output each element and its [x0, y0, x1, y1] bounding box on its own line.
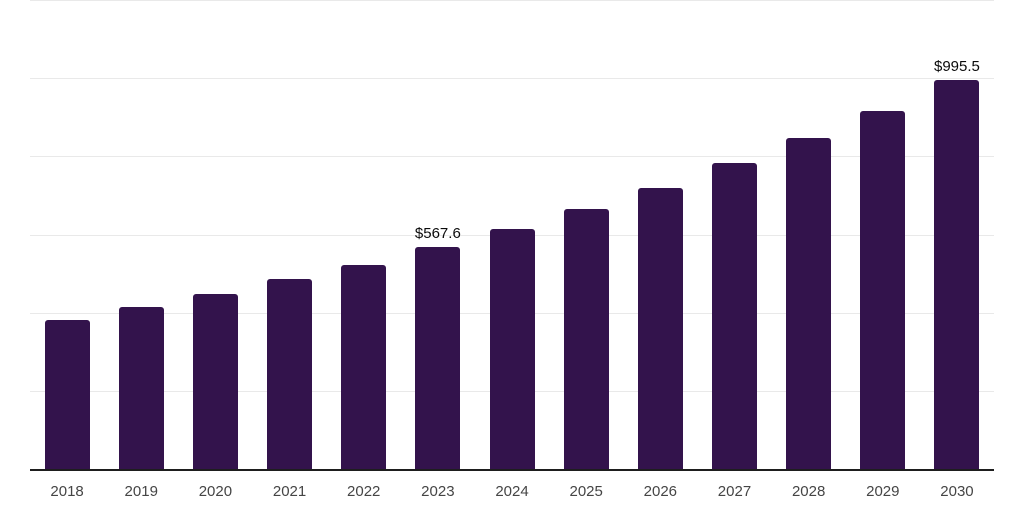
- bar-value-label: $567.6: [414, 225, 461, 243]
- x-axis-label: 2027: [717, 483, 752, 500]
- x-axis-label: 2018: [50, 483, 84, 500]
- bars-row: $567.6 $995.5: [30, 0, 994, 469]
- bar-column: [549, 0, 623, 469]
- bar-2027: [711, 163, 757, 469]
- bar-2019: [118, 306, 164, 469]
- bar-value-label: $995.5: [934, 57, 980, 75]
- bar-column: [697, 0, 771, 469]
- x-axis-labels: 2018 2019 2020 2021 2022 2023 2024 2025 2026 2027…: [30, 471, 994, 512]
- gridline: [30, 0, 994, 1]
- x-axis-label: 2030: [940, 483, 974, 500]
- x-axis-label: 2026: [643, 483, 678, 500]
- bar-2023: [415, 247, 461, 469]
- bar-2024: [489, 228, 535, 469]
- bar-2022: [341, 265, 387, 469]
- x-axis-label: 2029: [866, 483, 900, 500]
- bar-column: [327, 0, 401, 469]
- bar-2021: [267, 279, 313, 469]
- bar-2025: [563, 209, 609, 469]
- bar-2028: [786, 137, 832, 469]
- x-axis-label: 2023: [421, 483, 455, 500]
- gridline: [30, 78, 994, 79]
- x-axis-label: 2021: [272, 483, 307, 500]
- bar-column: [475, 0, 549, 469]
- x-axis-label: 2025: [569, 483, 603, 500]
- x-axis-label: 2019: [124, 483, 158, 500]
- bar-column: [623, 0, 697, 469]
- x-axis-label: 2024: [495, 483, 529, 500]
- x-axis-label: 2028: [791, 483, 826, 500]
- bar-2020: [192, 293, 238, 469]
- x-axis-line: [30, 469, 994, 471]
- bar-column: [772, 0, 846, 469]
- bar-column: [252, 0, 326, 469]
- x-axis-label: 2020: [198, 483, 233, 500]
- bar-2026: [637, 187, 683, 469]
- bar-column: $995.5: [920, 0, 994, 469]
- x-axis-label: 2022: [347, 483, 381, 500]
- bar-2018: [44, 319, 90, 469]
- gridline: [30, 156, 994, 157]
- bar-column: [30, 0, 104, 469]
- bar-column: [178, 0, 252, 469]
- bar-column: [846, 0, 920, 469]
- plot-area: $567.6 $995.5: [30, 0, 994, 469]
- bar-2029: [860, 111, 906, 469]
- bar-column: [104, 0, 178, 469]
- bar-column: $567.6: [401, 0, 475, 469]
- bar-2030: [934, 79, 980, 469]
